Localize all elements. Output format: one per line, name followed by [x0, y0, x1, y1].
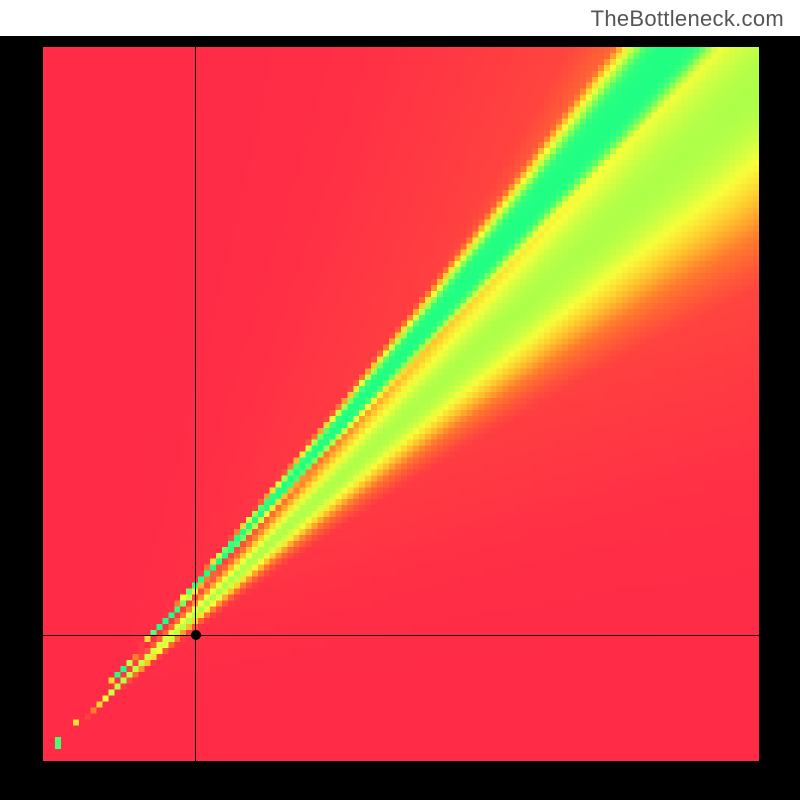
heatmap-canvas: [43, 47, 759, 761]
crosshair-horizontal: [43, 635, 759, 636]
crosshair-marker: [191, 630, 201, 640]
heatmap-plot: [43, 47, 759, 761]
attribution-label: TheBottleneck.com: [591, 6, 784, 32]
figure-container: TheBottleneck.com: [0, 0, 800, 800]
crosshair-vertical: [195, 47, 196, 761]
plot-frame: [0, 36, 800, 800]
